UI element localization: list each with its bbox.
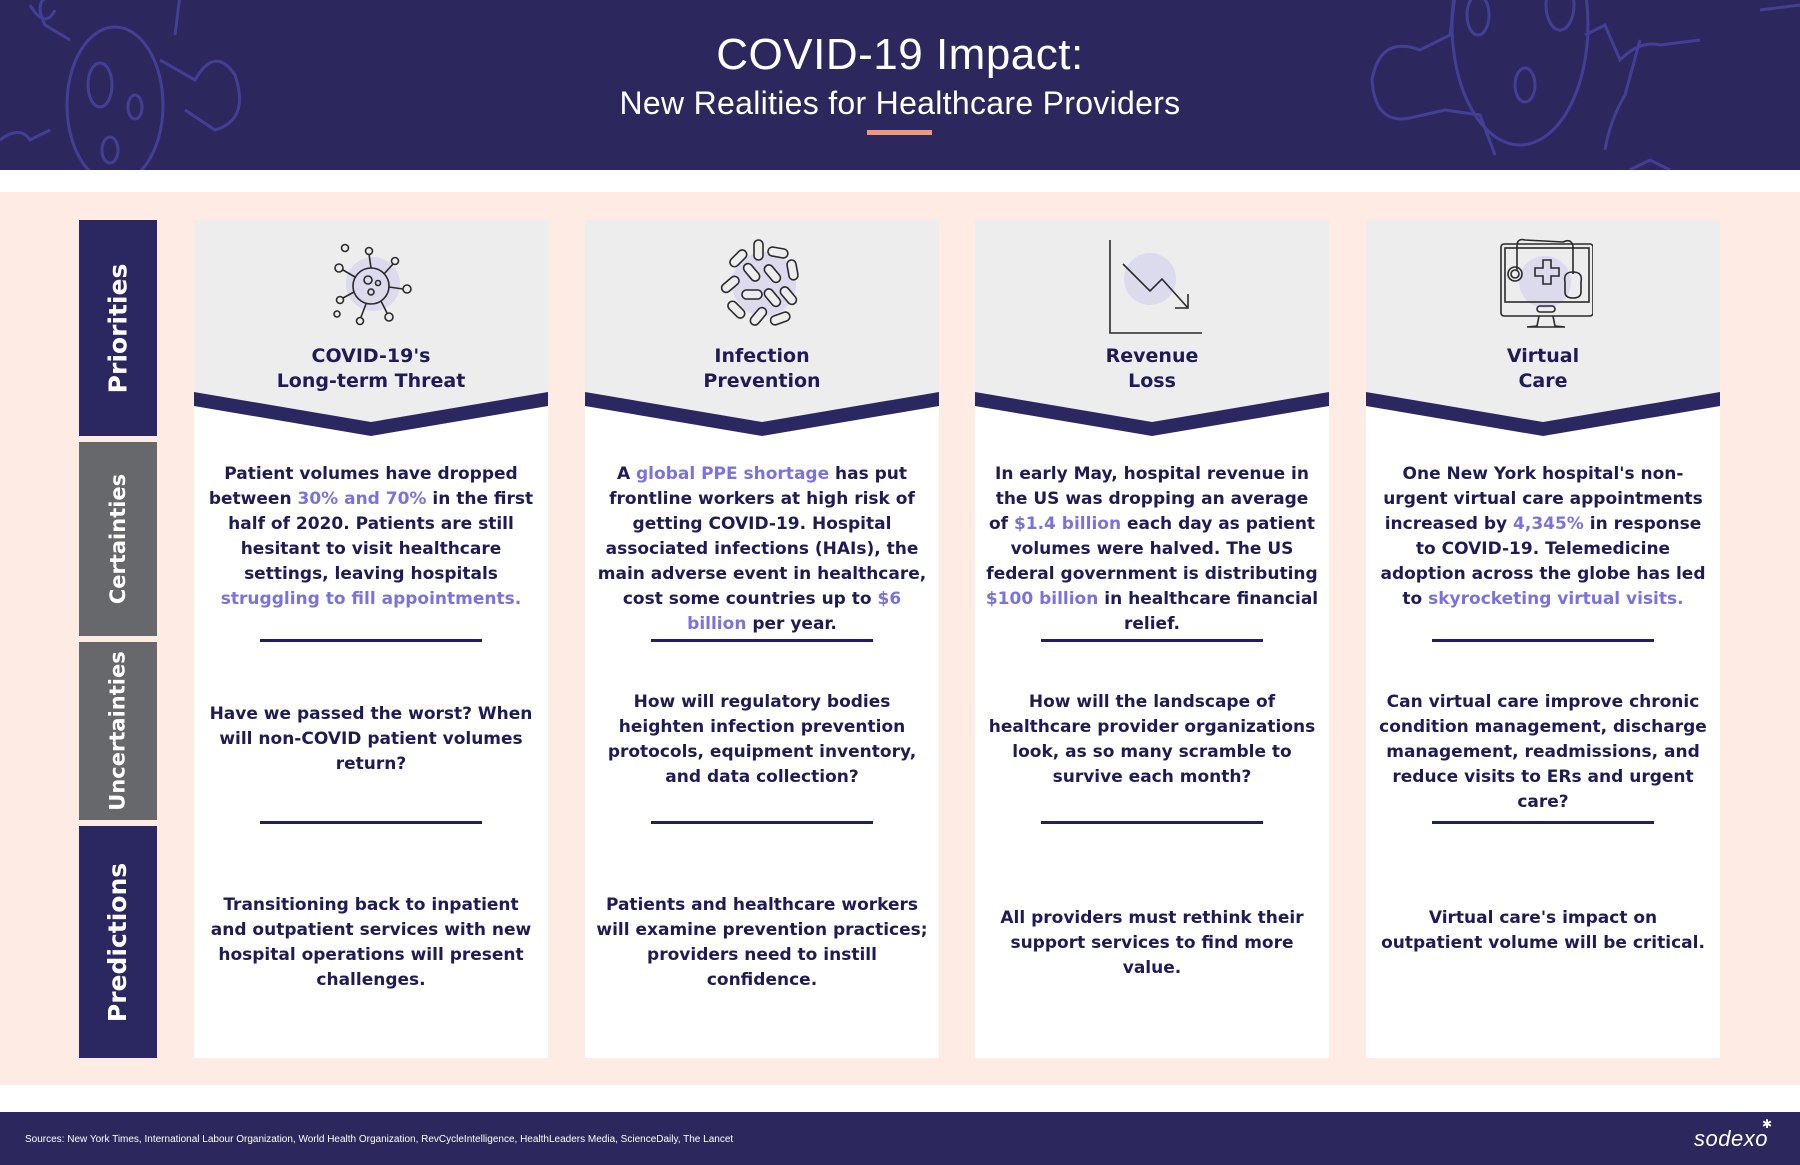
card-header: Infection Prevention bbox=[585, 220, 939, 440]
card-title-line: Infection bbox=[714, 345, 810, 367]
certainty-text: A global PPE shortage has put frontline … bbox=[595, 462, 929, 637]
row-label-text: Certainties bbox=[106, 473, 131, 605]
page-subtitle: New Realities for Healthcare Providers bbox=[619, 85, 1181, 121]
card-header: Revenue Loss bbox=[975, 220, 1329, 440]
column-card-virtual-care: Virtual Care One New York hospital's non… bbox=[1366, 220, 1720, 1058]
card-title-line: Revenue bbox=[1105, 345, 1199, 367]
highlight-text: $6 billion bbox=[687, 589, 902, 634]
prediction-text: Patients and healthcare workers will exa… bbox=[596, 895, 928, 990]
highlight-text: skyrocketing virtual visits. bbox=[1428, 589, 1684, 609]
row-label-priorities: Priorities bbox=[79, 220, 157, 436]
telemedicine-monitor-icon bbox=[1500, 238, 1593, 328]
text-segment: One New York hospital's non-urgent virtu… bbox=[1383, 464, 1703, 534]
card-title-line: Virtual bbox=[1506, 345, 1580, 367]
card-title: Infection Prevention bbox=[585, 344, 939, 394]
bacteria-icon bbox=[720, 239, 799, 326]
prediction-text: Virtual care's impact on outpatient volu… bbox=[1381, 908, 1705, 953]
card-title-line: COVID-19's bbox=[311, 345, 431, 367]
row-label-certainties: Certainties bbox=[79, 442, 157, 636]
card-title: Revenue Loss bbox=[975, 344, 1329, 394]
certainty-text: One New York hospital's non-urgent virtu… bbox=[1376, 462, 1710, 612]
row-label-uncertainties: Uncertainties bbox=[79, 642, 157, 820]
prediction-text: Transitioning back to inpatient and outp… bbox=[210, 895, 532, 990]
certainty-text: In early May, hospital revenue in the US… bbox=[985, 462, 1319, 637]
divider bbox=[1041, 821, 1263, 824]
highlight-text: struggling to fill appointments. bbox=[220, 589, 522, 609]
text-segment: per year. bbox=[746, 614, 837, 634]
uncertainty-text: Have we passed the worst? When will non-… bbox=[209, 704, 533, 774]
highlight-text: $1.4 billion bbox=[1013, 514, 1122, 534]
uncertainty-text: Can virtual care improve chronic conditi… bbox=[1379, 692, 1707, 812]
virus-icon bbox=[333, 243, 412, 326]
title-underline bbox=[867, 130, 932, 135]
divider bbox=[1432, 821, 1654, 824]
text-segment: Patient volumes have dropped between bbox=[208, 464, 518, 509]
star-icon: ✱ bbox=[1761, 1117, 1772, 1131]
virus-decoration-icon bbox=[0, 0, 1800, 170]
uncertainty-text: How will regulatory bodies heighten infe… bbox=[607, 692, 917, 787]
column-card-long-term-threat: COVID-19's Long-term Threat Patient volu… bbox=[194, 220, 548, 1058]
row-label-predictions: Predictions bbox=[79, 826, 157, 1058]
card-title: COVID-19's Long-term Threat bbox=[194, 344, 548, 394]
card-title-line: Loss bbox=[1128, 370, 1176, 392]
text-segment: in the first half of 2020. Patients are … bbox=[228, 489, 534, 584]
text-segment: in response to COVID-19. Telemedicine ad… bbox=[1380, 514, 1706, 609]
divider bbox=[1432, 639, 1654, 642]
page-header: COVID-19 Impact: New Realities for Healt… bbox=[0, 0, 1800, 170]
text-segment: has put frontline workers at high risk o… bbox=[597, 464, 927, 609]
uncertainty-text: How will the landscape of healthcare pro… bbox=[988, 692, 1316, 787]
page-title: COVID-19 Impact: bbox=[716, 30, 1084, 79]
card-header: COVID-19's Long-term Threat bbox=[194, 220, 548, 440]
declining-chart-icon bbox=[1109, 240, 1202, 334]
highlight-text: 30% and 70% bbox=[297, 489, 427, 509]
certainty-text: Patient volumes have dropped between 30%… bbox=[204, 462, 538, 612]
text-segment: A bbox=[616, 464, 637, 484]
sodexo-logo: sodexo bbox=[1694, 1126, 1768, 1151]
divider bbox=[651, 639, 873, 642]
card-title-line: Long-term Threat bbox=[276, 370, 466, 392]
row-label-text: Priorities bbox=[103, 263, 133, 393]
highlight-text: $100 billion bbox=[985, 589, 1099, 609]
highlight-text: 4,345% bbox=[1513, 514, 1584, 534]
row-label-text: Predictions bbox=[103, 862, 133, 1022]
text-segment: In early May, hospital revenue in the US… bbox=[988, 464, 1309, 534]
card-title-line: Care bbox=[1518, 370, 1568, 392]
divider bbox=[1041, 639, 1263, 642]
text-segment: each day as patient volumes were halved.… bbox=[986, 514, 1318, 584]
row-label-text: Uncertainties bbox=[106, 651, 131, 811]
column-card-infection-prevention: Infection Prevention A global PPE shorta… bbox=[585, 220, 939, 1058]
card-title-line: Prevention bbox=[703, 370, 821, 392]
divider bbox=[260, 821, 482, 824]
page-footer: Sources: New York Times, International L… bbox=[0, 1112, 1800, 1165]
divider bbox=[260, 639, 482, 642]
sources-text: Sources: New York Times, International L… bbox=[25, 1134, 734, 1145]
divider bbox=[651, 821, 873, 824]
card-title: Virtual Care bbox=[1366, 344, 1720, 394]
column-card-revenue-loss: Revenue Loss In early May, hospital reve… bbox=[975, 220, 1329, 1058]
card-header: Virtual Care bbox=[1366, 220, 1720, 440]
highlight-text: global PPE shortage bbox=[636, 464, 830, 484]
text-segment: in healthcare financial relief. bbox=[1098, 589, 1319, 634]
prediction-text: All providers must rethink their support… bbox=[1000, 908, 1304, 978]
